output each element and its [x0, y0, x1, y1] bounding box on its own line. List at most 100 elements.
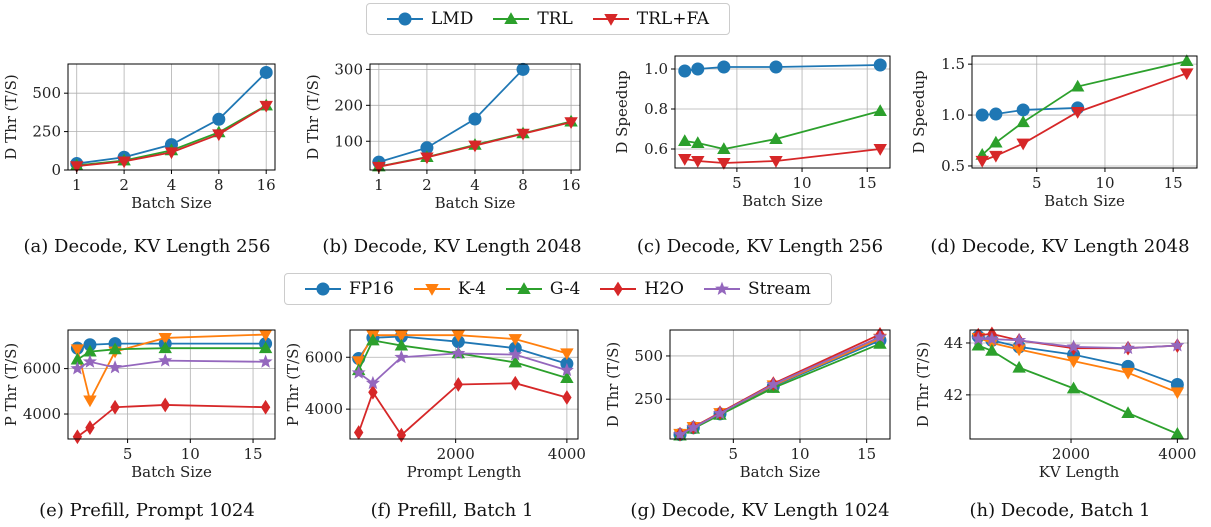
data-point-k-4 — [83, 395, 97, 408]
data-point-trl — [873, 104, 887, 116]
y-tick-label: 500 — [32, 84, 61, 102]
data-point-g-4 — [985, 343, 999, 356]
data-point-h2o — [72, 429, 83, 445]
x-tick-label: 15 — [243, 445, 262, 463]
data-point-lmd — [212, 112, 226, 126]
data-point-stream — [158, 353, 173, 367]
y-tick-label: 44 — [944, 334, 963, 352]
data-point-trl-fa — [372, 161, 386, 174]
x-tick-label: 4000 — [1158, 445, 1196, 463]
legend-swatch-h2o — [600, 281, 637, 297]
data-point-trl-fa — [1016, 138, 1030, 151]
series-line-g-4 — [357, 339, 568, 379]
x-axis-label: Batch Size — [131, 194, 212, 212]
caption-c: (c) Decode, KV Length 256 — [636, 236, 884, 257]
x-tick-label: 5 — [123, 445, 133, 463]
data-point-lmd — [516, 62, 530, 76]
series-g-4 — [673, 337, 887, 441]
x-tick-label: 4 — [470, 176, 480, 194]
data-point-stream — [365, 375, 380, 390]
x-axis-label: Batch Size — [435, 194, 516, 212]
data-point-stream — [559, 362, 574, 377]
y-axis-label: D Speedup — [910, 70, 928, 153]
data-point-g-4 — [873, 337, 887, 349]
x-tick-label: 8 — [518, 176, 528, 194]
legend-item-trl-fa: TRL+FA — [592, 9, 709, 29]
data-point-h2o — [368, 384, 378, 400]
x-axis-label: Batch Size — [740, 463, 821, 481]
x-tick-label: 15 — [857, 445, 876, 463]
y-tick-label: 1.5 — [941, 55, 965, 73]
data-point-k-4 — [1066, 356, 1081, 368]
data-point-trl-fa — [1070, 107, 1085, 119]
legend-middle: FP16 K-4 G-4 H2O Stream — [284, 273, 832, 305]
plot-frame — [669, 329, 891, 440]
data-point-lmd — [989, 107, 1003, 121]
legend-item-stream: Stream — [703, 279, 811, 299]
y-axis-label: D Thr (T/S) — [304, 74, 322, 159]
data-point-lmd — [691, 62, 705, 76]
legend-label-fp16: FP16 — [349, 279, 394, 299]
data-point-lmd — [975, 108, 989, 122]
data-point-stream — [394, 349, 409, 364]
data-point-h2o — [85, 420, 95, 436]
data-point-k-4 — [394, 330, 409, 342]
legend-swatch-trl — [493, 12, 530, 24]
y-tick-label: 200 — [334, 96, 363, 114]
x-axis-label: Prompt Length — [407, 463, 522, 481]
data-point-g-4 — [560, 371, 574, 383]
x-tick-label: 15 — [1164, 174, 1183, 192]
plot-frame — [67, 329, 276, 440]
data-point-trl — [678, 134, 692, 146]
chart-panel-f: 2000 4000 4000 6000 Prompt Length P Thr (T/S) — [284, 329, 586, 481]
data-point-stream — [82, 354, 97, 368]
legend-marker-trl — [504, 12, 519, 24]
data-point-k-4 — [158, 332, 172, 345]
legend-marker-g-4 — [517, 282, 531, 294]
data-point-g-4 — [366, 333, 380, 346]
series-line-lmd — [378, 68, 524, 163]
data-point-lmd — [468, 112, 482, 126]
data-point-lmd — [1016, 103, 1030, 117]
x-axis-label: Batch Size — [742, 192, 823, 210]
grid — [675, 56, 890, 168]
data-point-g-4 — [508, 355, 522, 368]
x-tick-label: 1 — [374, 176, 384, 194]
y-tick-label: 4000 — [305, 400, 343, 418]
series-lmd — [678, 58, 887, 78]
x-tick-label: 2000 — [437, 445, 475, 463]
data-point-stream — [108, 360, 123, 374]
x-tick-label: 16 — [257, 176, 276, 194]
legend-label-g-4: G-4 — [549, 279, 581, 299]
data-point-g-4 — [1012, 360, 1026, 373]
series-line-h2o — [357, 382, 568, 437]
data-point-g-4 — [1066, 381, 1081, 394]
chart-panel-g: 5 10 15 250 500 Batch Size D Thr (T/S) — [604, 326, 891, 481]
y-tick-label: 100 — [334, 132, 363, 150]
y-tick-label: 500 — [634, 347, 663, 365]
y-tick-label: 0.5 — [941, 157, 965, 175]
data-point-stream — [1170, 338, 1185, 352]
series-stream — [351, 346, 574, 390]
series-line-trl-fa — [684, 148, 881, 164]
data-point-stream — [873, 329, 887, 343]
series-trl-fa — [678, 144, 887, 170]
data-point-h2o — [110, 399, 120, 415]
legend-swatch-k-4 — [413, 284, 450, 296]
series-h2o — [72, 397, 271, 445]
data-point-stream — [451, 346, 466, 360]
caption-a: (a) Decode, KV Length 256 — [23, 236, 271, 257]
legend-item-fp16: FP16 — [305, 279, 394, 299]
legend-label-trl: TRL — [537, 9, 573, 29]
legend-marker-k-4 — [425, 284, 439, 296]
x-tick-label: 5 — [732, 174, 742, 192]
y-tick-label: 42 — [944, 386, 963, 404]
data-point-trl-fa — [164, 147, 179, 160]
plot-frame — [971, 55, 1198, 169]
data-point-g-4 — [158, 341, 172, 354]
data-point-lmd — [259, 65, 273, 79]
series-trl — [975, 54, 1194, 160]
data-point-g-4 — [108, 342, 122, 355]
data-point-trl-fa — [975, 155, 989, 168]
